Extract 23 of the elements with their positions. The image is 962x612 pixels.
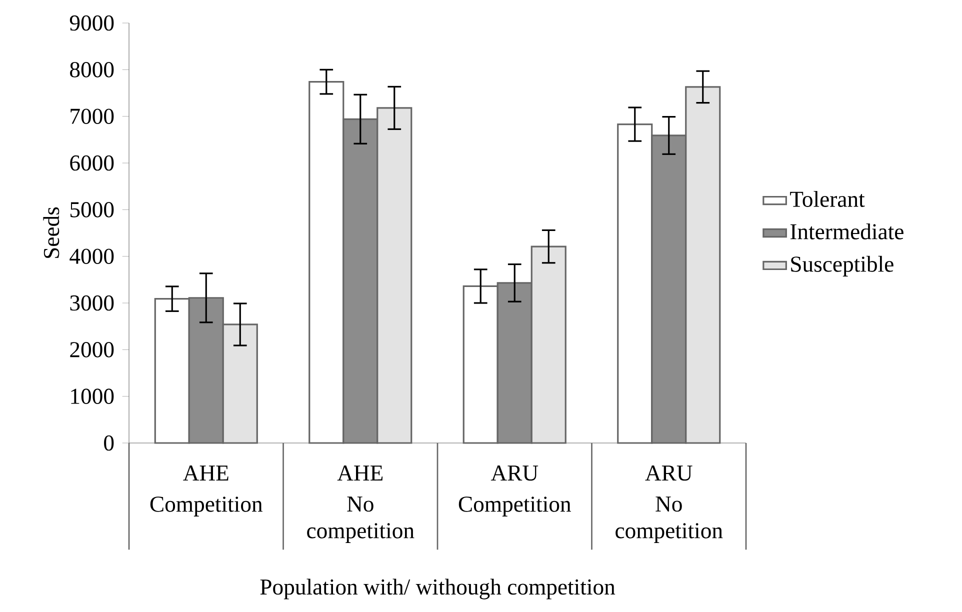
y-tick-label: 2000 [70,342,114,358]
y-tick-label: 5000 [70,202,114,218]
x-tick-label: ARU [645,465,692,481]
text: Competition [150,496,262,516]
legend-label: Intermediate [790,223,904,240]
y-tick-label: 6000 [70,155,114,171]
y-tick-label: 0 [104,435,114,451]
y-tick-label: 1000 [71,388,114,404]
y-tick-label: 3000 [70,295,114,311]
y-tick-label: 7000 [70,108,114,124]
text: No competition [616,496,723,543]
y-tick-label: 9000 [70,15,114,31]
y-axis-title: Seeds [43,207,60,258]
x-tick-label: AHE [337,465,383,480]
y-tick-label: 8000 [70,62,114,78]
legend-label: Tolerant [790,190,865,207]
x-tick-label: AHE [183,465,228,480]
text: Competition [458,496,571,516]
y-tick-label: 4000 [70,248,114,264]
text: No competition [307,496,414,543]
legend-label: Susceptible [791,256,894,276]
x-axis-title: Population with/ withough competition [260,578,616,600]
x-tick-label: ARU [490,465,538,481]
